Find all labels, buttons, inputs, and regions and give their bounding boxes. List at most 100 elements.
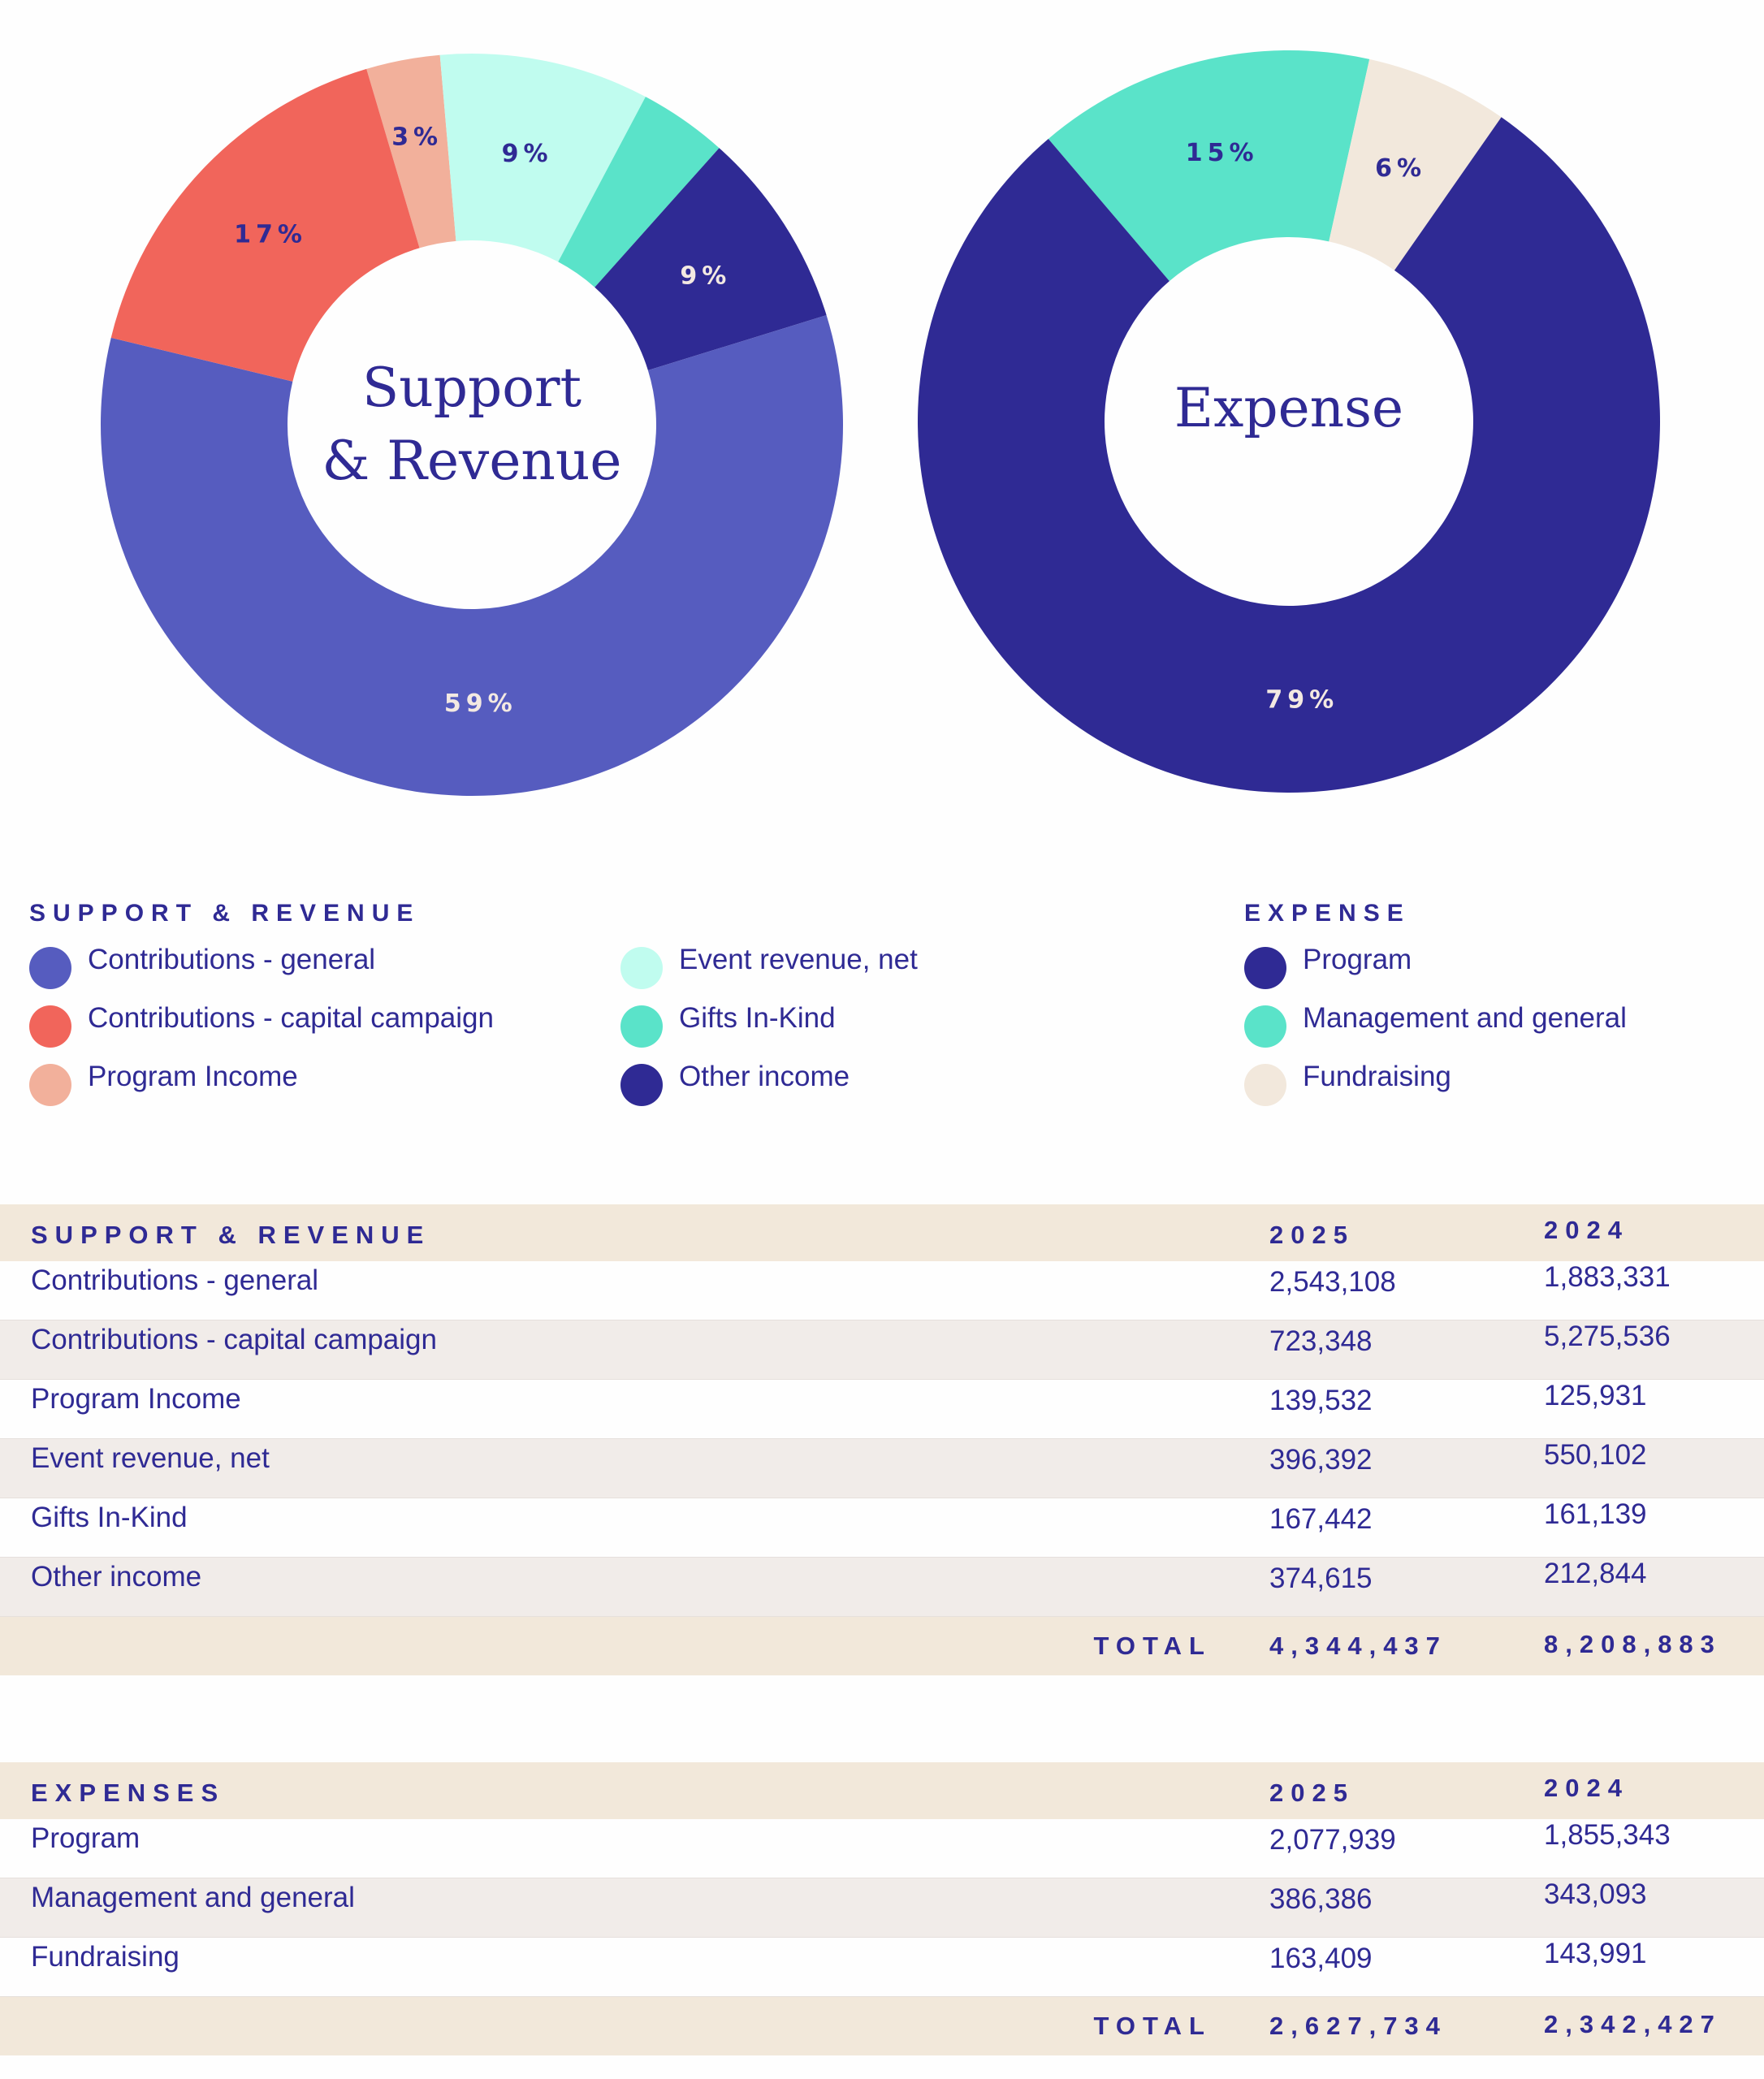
slice-program-income [366,54,456,249]
row-value-2024: 343,093 [1544,1878,1647,1910]
row-value-2025: 386,386 [1269,1883,1373,1915]
legend-label: Contributions - capital campaign [88,1002,494,1034]
slice-contributions-general [101,315,844,796]
legend-swatch-icon [29,1005,71,1048]
row-label: Fundraising [31,1941,179,1973]
table-header-2024: 2024 [1544,1774,1629,1802]
table-row: Gifts In-Kind 167,442 161,139 [0,1498,1764,1558]
legend-title-support: SUPPORT & REVENUE [29,900,421,927]
table-row: Event revenue, net 396,392 550,102 [0,1439,1764,1498]
slice-fundraising [1329,58,1502,270]
row-value-2025: 374,615 [1269,1562,1373,1594]
legend-label: Event revenue, net [679,944,918,975]
donut-center-title: & Revenue [322,430,622,492]
slice-label: 59% [444,689,517,718]
legend-item: Other income [620,1056,850,1106]
row-label: Contributions - general [31,1264,319,1296]
total-2025: 2,627,734 [1269,2012,1447,2040]
row-value-2024: 161,139 [1544,1498,1647,1530]
table-header-title: EXPENSES [31,1779,226,1807]
row-value-2025: 163,409 [1269,1943,1373,1974]
table-row: Contributions - general 2,543,108 1,883,… [0,1261,1764,1320]
legend-swatch-icon [620,947,663,989]
donut-0: 3% 9% 9% 59% 17% Support & Revenue [101,54,844,796]
legend-item: Contributions - general [29,939,376,989]
slice-management-and-general [1048,50,1370,282]
total-2025: 4,344,437 [1269,1632,1447,1660]
total-2024: 8,208,883 [1544,1630,1722,1658]
row-value-2024: 125,931 [1544,1380,1647,1411]
legend-label: Program Income [88,1061,298,1092]
support_table-header: SUPPORT & REVENUE 2025 2024 [0,1204,1764,1261]
legend-swatch-icon [1244,947,1286,989]
legend-item: Management and general [1244,997,1627,1048]
row-value-2025: 167,442 [1269,1503,1373,1535]
slice-gifts-in-kind [558,97,720,287]
donut-charts: 3% 9% 9% 59% 17% Support & Revenue 15% 6% 79% Expe… [101,50,1660,796]
row-label: Contributions - capital campaign [31,1324,437,1355]
row-value-2024: 5,275,536 [1544,1320,1671,1352]
row-value-2025: 139,532 [1269,1385,1373,1416]
table-row: Management and general 386,386 343,093 [0,1878,1764,1938]
table-header-2024: 2024 [1544,1216,1629,1244]
legend-item: Program Income [29,1056,298,1106]
table-row: Contributions - capital campaign 723,348… [0,1320,1764,1380]
table-row: Other income 374,615 212,844 [0,1558,1764,1617]
total-2024: 2,342,427 [1544,2010,1722,2038]
slice-program [917,117,1660,793]
row-label: Other income [31,1561,202,1593]
legend-swatch-icon [1244,1005,1286,1048]
table-header-2025: 2025 [1269,1221,1355,1249]
legend-label: Gifts In-Kind [679,1002,836,1034]
total-label: TOTAL [1093,2012,1212,2040]
slice-label: 6% [1375,154,1426,183]
row-value-2025: 2,077,939 [1269,1824,1396,1856]
legend-swatch-icon [620,1064,663,1106]
legend-swatch-icon [29,1064,71,1106]
total-label: TOTAL [1093,1632,1212,1660]
legend-item: Event revenue, net [620,939,918,989]
row-label: Program Income [31,1383,241,1415]
slice-contributions-capital-campaign [110,68,420,382]
row-label: Gifts In-Kind [31,1502,188,1533]
table-header-2025: 2025 [1269,1779,1355,1807]
table-header-title: SUPPORT & REVENUE [31,1221,431,1249]
row-label: Management and general [31,1882,355,1913]
support_table-total-row: TOTAL 4,344,437 8,208,883 [0,1617,1764,1675]
row-value-2025: 723,348 [1269,1325,1373,1357]
expense_table-total-row: TOTAL 2,627,734 2,342,427 [0,1997,1764,2055]
donut-center-title: Support [362,357,582,419]
legend-item: Program [1244,939,1412,989]
row-label: Event revenue, net [31,1442,270,1474]
row-value-2024: 1,855,343 [1544,1819,1671,1851]
slice-label: 9% [502,140,553,168]
legend-item: Gifts In-Kind [620,997,836,1048]
legend-item: Fundraising [1244,1056,1451,1106]
donut-1: 15% 6% 79% Expense [917,50,1660,793]
slice-label: 15% [1186,139,1259,167]
legend-swatch-icon [620,1005,663,1048]
table-row: Program Income 139,532 125,931 [0,1380,1764,1439]
legend-label: Management and general [1303,1002,1627,1034]
legend-label: Other income [679,1061,850,1092]
legend-swatch-icon [1244,1064,1286,1106]
legend-item: Contributions - capital campaign [29,997,494,1048]
row-value-2024: 550,102 [1544,1439,1647,1471]
donut-center-title: Expense [1174,377,1403,439]
slice-other-income [594,148,827,370]
row-label: Program [31,1822,141,1854]
row-value-2025: 396,392 [1269,1444,1373,1476]
table-row: Fundraising 163,409 143,991 [0,1938,1764,1997]
legend-label: Contributions - general [88,944,376,975]
slice-label: 79% [1265,686,1338,715]
legend-label: Fundraising [1303,1061,1451,1092]
legend-label: Program [1303,944,1412,975]
row-value-2024: 1,883,331 [1544,1261,1671,1293]
legend-title-expense: EXPENSE [1244,900,1411,927]
slice-label: 9% [680,261,731,290]
row-value-2025: 2,543,108 [1269,1266,1396,1298]
row-value-2024: 212,844 [1544,1558,1647,1589]
legend-swatch-icon [29,947,71,989]
expense_table-header: EXPENSES 2025 2024 [0,1762,1764,1819]
slice-label: 3% [391,123,443,151]
